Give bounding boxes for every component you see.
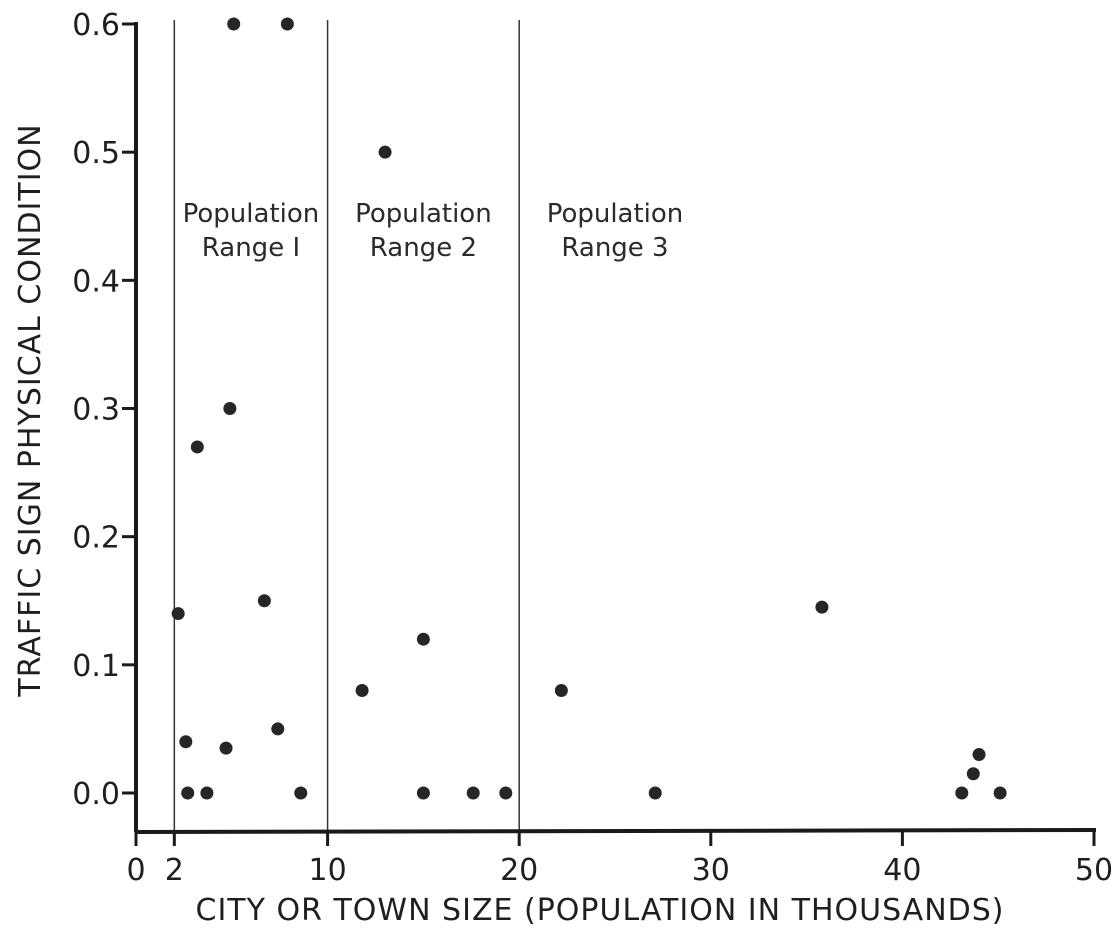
data-point-8 <box>257 594 271 608</box>
data-point-4 <box>200 786 214 800</box>
y-tick-label-1: 0.1 <box>72 649 120 684</box>
data-point-24 <box>993 786 1007 800</box>
data-point-6 <box>223 402 237 415</box>
x-tick-label-3: 20 <box>500 853 538 888</box>
data-points <box>171 17 1007 800</box>
y-tick-label-0: 0.0 <box>72 777 120 812</box>
data-point-11 <box>294 786 308 800</box>
range-label-3-line2: Range 3 <box>561 233 668 263</box>
range-label-1-line2: Range I <box>202 233 300 263</box>
range-label-2-line1: Population <box>355 199 492 229</box>
range-label-3-line1: Population <box>547 199 684 229</box>
x-tick-label-2: 10 <box>309 853 347 888</box>
range-label-2-line2: Range 2 <box>370 233 477 263</box>
data-point-14 <box>416 632 430 646</box>
x-tick-label-6: 50 <box>1075 853 1113 888</box>
data-point-20 <box>815 600 829 614</box>
tick-labels: 0.0 0.1 0.2 0.3 0.4 0.5 0.6 0 2 10 20 30 40 50 <box>72 8 1113 888</box>
data-point-1 <box>179 735 193 749</box>
y-tick-label-2: 0.2 <box>72 521 120 556</box>
range-dividers <box>173 20 520 830</box>
data-point-23 <box>972 748 986 762</box>
tick-marks <box>122 22 1096 846</box>
x-tick-label-0: 0 <box>126 853 145 888</box>
data-point-3 <box>190 440 204 454</box>
y-tick-label-6: 0.6 <box>72 8 120 43</box>
y-axis-label: TRAFFIC SIGN PHYSICAL CONDITION <box>13 123 48 697</box>
y-tick-label-5: 0.5 <box>72 136 120 171</box>
x-tick-label-1: 2 <box>165 853 184 888</box>
data-point-7 <box>227 17 241 31</box>
data-point-15 <box>416 786 430 800</box>
data-point-0 <box>171 607 185 621</box>
data-point-12 <box>355 683 369 697</box>
x-tick-label-4: 30 <box>692 853 730 888</box>
x-axis-label: CITY OR TOWN SIZE (POPULATION IN THOUSAN… <box>196 893 1005 928</box>
data-point-21 <box>955 786 969 800</box>
data-point-18 <box>554 683 568 697</box>
data-point-5 <box>219 741 233 755</box>
x-tick-label-5: 40 <box>883 853 921 888</box>
range-labels: Population Range I Population Range 2 Popula… <box>183 199 684 263</box>
y-tick-label-3: 0.3 <box>72 393 120 428</box>
data-point-2 <box>181 786 195 800</box>
y-tick-label-4: 0.4 <box>72 264 120 299</box>
data-point-19 <box>648 786 662 800</box>
data-point-16 <box>466 786 480 800</box>
axes <box>134 22 1097 834</box>
data-point-10 <box>280 17 294 31</box>
data-point-17 <box>499 786 513 800</box>
data-point-22 <box>966 767 980 781</box>
data-point-13 <box>378 145 392 159</box>
x-axis-line <box>135 828 1097 834</box>
range-label-1-line1: Population <box>183 199 320 229</box>
data-point-9 <box>271 722 285 736</box>
